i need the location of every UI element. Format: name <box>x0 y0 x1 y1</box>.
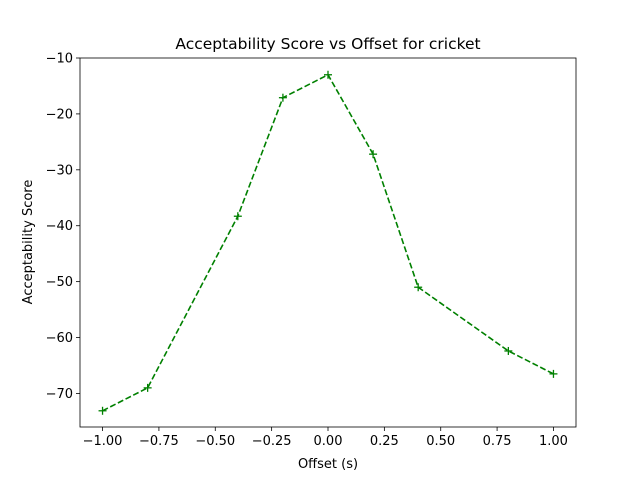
data-point <box>369 150 378 159</box>
x-tick-label: 0.25 <box>370 434 399 449</box>
data-point <box>98 406 107 415</box>
y-axis-label: Acceptability Score <box>21 180 36 305</box>
y-tick-label: −20 <box>46 107 73 122</box>
y-tick-label: −30 <box>46 163 73 178</box>
y-tick-label: −60 <box>46 331 73 346</box>
data-point <box>233 212 242 221</box>
y-tick-label: −40 <box>46 219 73 234</box>
x-tick-label: −1.00 <box>83 434 123 449</box>
data-point <box>504 346 513 355</box>
data-point <box>143 383 152 392</box>
y-tick-label: −50 <box>46 275 73 290</box>
x-tick-label: −0.75 <box>139 434 179 449</box>
y-tick-label: −70 <box>46 387 73 402</box>
x-tick-label: 1.00 <box>539 434 568 449</box>
x-tick-label: 0.75 <box>483 434 512 449</box>
x-axis-label: Offset (s) <box>298 457 358 472</box>
data-point <box>324 70 332 79</box>
x-tick-label: 0.50 <box>426 434 455 449</box>
plot-area: −1.00 −0.75 −0.50 −0.25 0.00 0.25 0.50 0.75 1.00… <box>46 52 577 449</box>
x-tick-label: −0.50 <box>195 434 235 449</box>
y-tick-label: −10 <box>46 52 73 67</box>
data-point <box>414 283 423 292</box>
data-point <box>549 369 558 378</box>
chart-title: Acceptability Score vs Offset for cricke… <box>175 35 480 53</box>
x-tick-label: 0.00 <box>314 434 343 449</box>
data-point <box>278 93 287 102</box>
x-tick-label: −0.25 <box>252 434 292 449</box>
axes-frame <box>79 57 577 428</box>
